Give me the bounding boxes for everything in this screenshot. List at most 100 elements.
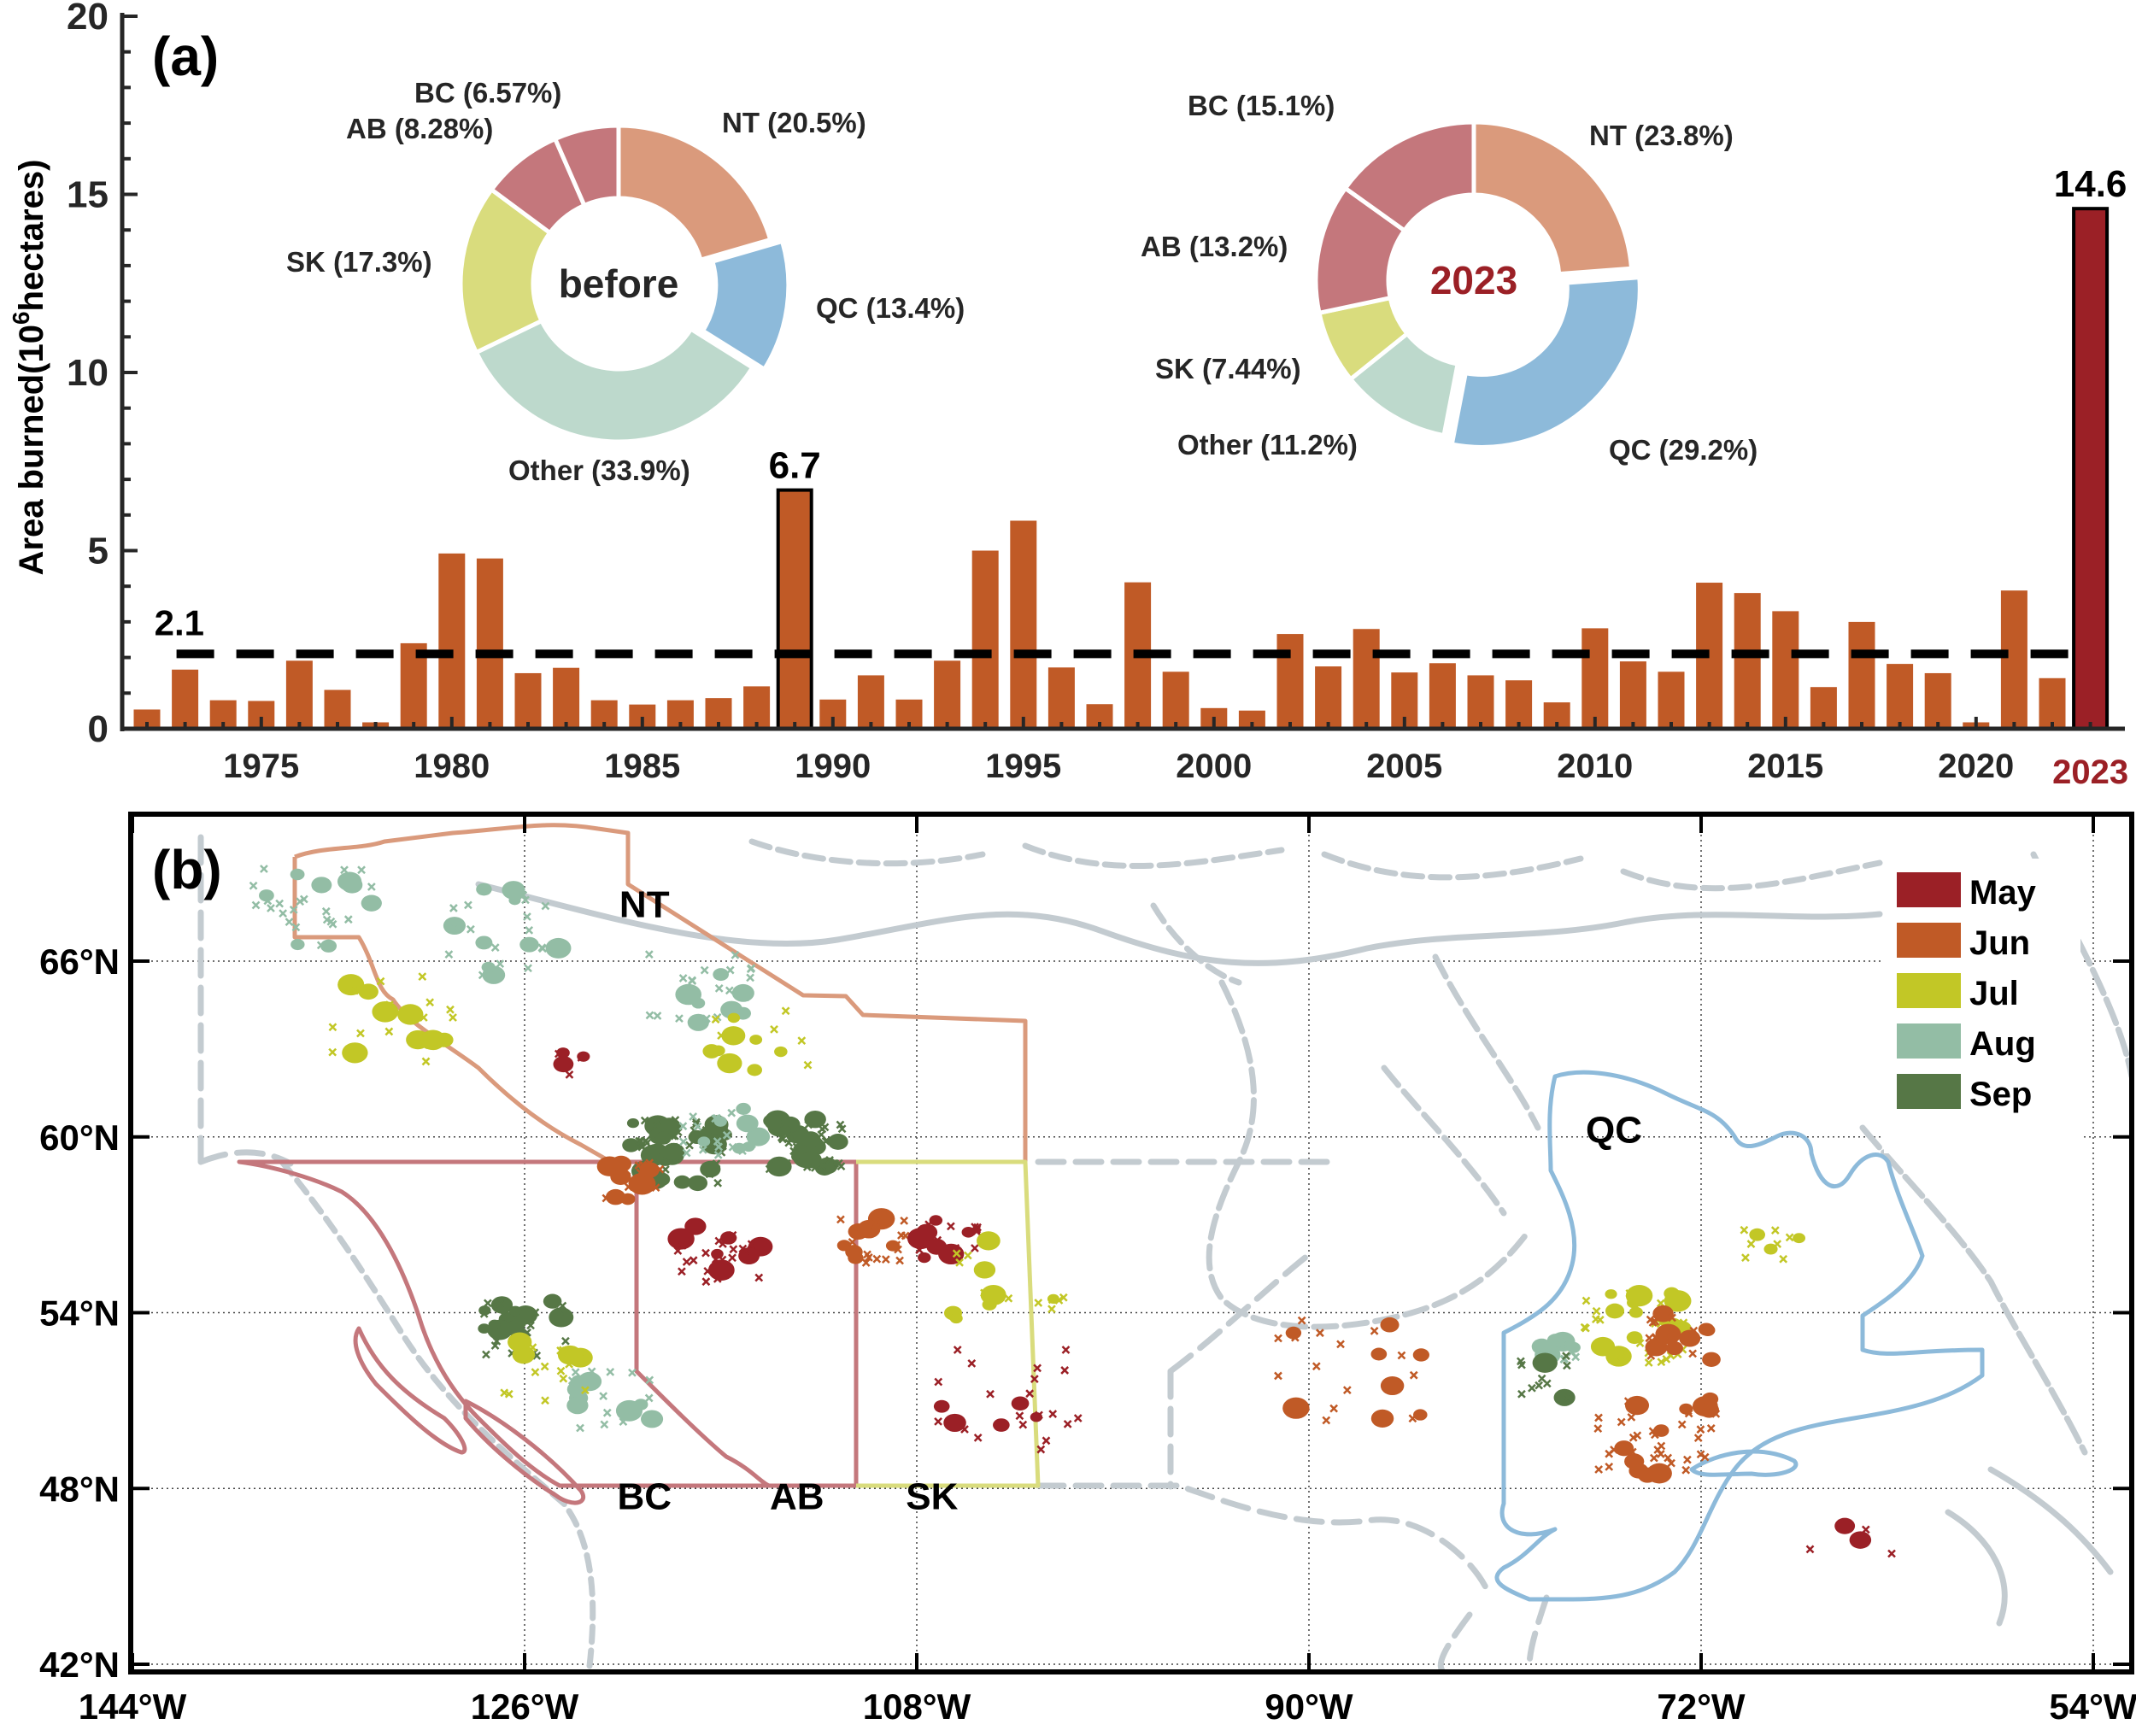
fire-point [528,1343,537,1352]
fire-point [1528,1383,1536,1393]
fire-point [973,1433,983,1442]
fire-patch [615,1399,643,1422]
fire-point [561,1336,570,1346]
fire-patch [828,1134,848,1150]
fire-point [1682,1455,1692,1464]
fire-patch [933,1399,950,1413]
pie-slice-bc [1342,120,1476,234]
fire-point [279,909,288,918]
pie-label-nt: NT (20.5%) [722,107,866,138]
fire-patch [713,968,730,982]
fire-point [418,972,427,981]
fire-patch [626,1118,640,1129]
fire-patch [549,1307,574,1328]
fire-point [449,1013,457,1022]
fire-patch [475,935,493,950]
bar-axes: 0 5 10 15 20 1975 1980 1985 1990 1995 2000 2005 2010… [67,0,2128,791]
fire-point [1681,1465,1691,1475]
fire-point [1535,1381,1544,1390]
manitoba-border [1035,1158,1341,1490]
fire-point [689,1256,698,1265]
x-tick-label: 1990 [795,748,871,785]
fire-cluster-aug [566,1367,664,1433]
bar-annotations: 6.7 14.6 [769,163,2127,486]
fire-point [653,1117,661,1126]
fire-point [804,1120,813,1129]
fire-point [713,1151,723,1159]
fire-cluster-jul [943,1231,1068,1324]
fire-point [711,1015,720,1024]
fire-point [1664,1453,1673,1463]
y-axis-title-sup: 6 [8,311,34,325]
fire-point [1297,1316,1306,1325]
arctic-islands [748,838,1883,986]
fire-patch [717,1053,742,1074]
fire-patch [1646,1463,1672,1484]
fire-point [1542,1379,1552,1388]
fire-point [682,1258,691,1266]
fire-point [576,1423,584,1433]
fire-patch [1532,1352,1558,1373]
map-axes: 144°W 126°W 108°W 90°W 72°W 54°W 66°N 60°N 54°N 4… [39,814,2136,1727]
fire-point [357,865,366,875]
fire-patch [736,1102,751,1115]
fire-patch [1605,1303,1625,1319]
fire-point [599,1392,608,1401]
fire-point [1696,1450,1705,1459]
fire-point [581,1386,590,1395]
fire-point [1770,1226,1780,1235]
lon-tick-label: 126°W [471,1686,579,1727]
fire-cluster-may [1805,1517,1896,1558]
fire-point [1628,1433,1638,1442]
fire-patch [1655,1323,1681,1345]
fire-point [915,1246,924,1254]
fire-point [1581,1296,1591,1305]
fire-point [496,1299,504,1309]
bar-2008 [1505,680,1533,729]
fire-point [531,1308,540,1317]
fire-point [524,964,532,973]
fire-cluster-may [933,1346,1083,1454]
bar-2003 [1315,666,1342,729]
lat-tick-label: 54°N [39,1293,120,1334]
legend-swatch-may [1897,872,1961,907]
pie-slice-nt [616,123,773,263]
fire-point [746,973,754,982]
lon-tick-label: 90°W [1265,1686,1353,1727]
fire-point [260,865,268,873]
fire-point [600,1420,609,1429]
fire-patch [721,1026,746,1046]
fire-point [1322,1416,1331,1425]
fire-patch [1652,1305,1674,1323]
fire-patch [361,894,382,912]
fire-patch [1546,1334,1564,1347]
fire-patch [768,1160,789,1176]
fire-cluster-jul [500,1332,593,1405]
fire-point [1409,1370,1418,1380]
fire-point [1652,1333,1660,1341]
fire-point [722,1130,731,1140]
fire-point [1688,1349,1698,1358]
fire-point [267,904,275,912]
fire-point [263,896,273,906]
fire-point [881,1255,890,1264]
fire-patch [1702,1352,1721,1367]
fire-patch [653,1172,671,1187]
nt-outline [292,823,1028,1164]
fire-point [1004,1293,1013,1303]
pie-slice-bc [552,123,621,208]
fire-patch [639,1162,660,1178]
fire-patch [397,1004,424,1025]
fire-point [556,1366,566,1375]
fire-point [953,1346,962,1354]
fire-cluster-jun [836,1208,910,1267]
fire-point [340,865,349,875]
fire-patch [736,1114,759,1133]
panel-b-label: (b) [152,839,222,900]
fire-point [863,1250,871,1259]
fire-point [671,1116,680,1124]
bar-2006 [1429,663,1456,729]
fire-point [817,1130,826,1139]
bar-2015 [1772,611,1799,729]
legend-label-sep: Sep [1969,1076,2032,1113]
